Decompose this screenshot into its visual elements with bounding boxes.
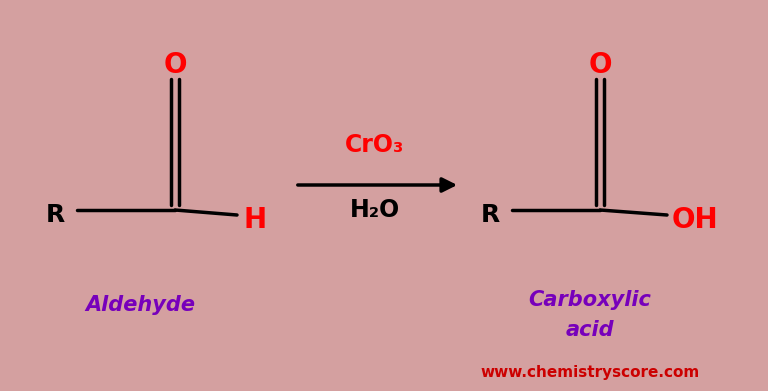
Text: www.chemistryscore.com: www.chemistryscore.com bbox=[480, 364, 700, 380]
Text: H₂O: H₂O bbox=[350, 198, 400, 222]
Text: Carboxylic: Carboxylic bbox=[528, 290, 651, 310]
Text: H: H bbox=[243, 206, 266, 234]
Text: OH: OH bbox=[672, 206, 718, 234]
Text: O: O bbox=[588, 51, 612, 79]
Text: R: R bbox=[45, 203, 65, 227]
Text: Aldehyde: Aldehyde bbox=[85, 295, 195, 315]
Text: O: O bbox=[164, 51, 187, 79]
Text: R: R bbox=[480, 203, 500, 227]
Text: acid: acid bbox=[566, 320, 614, 340]
Text: CrO₃: CrO₃ bbox=[346, 133, 405, 157]
